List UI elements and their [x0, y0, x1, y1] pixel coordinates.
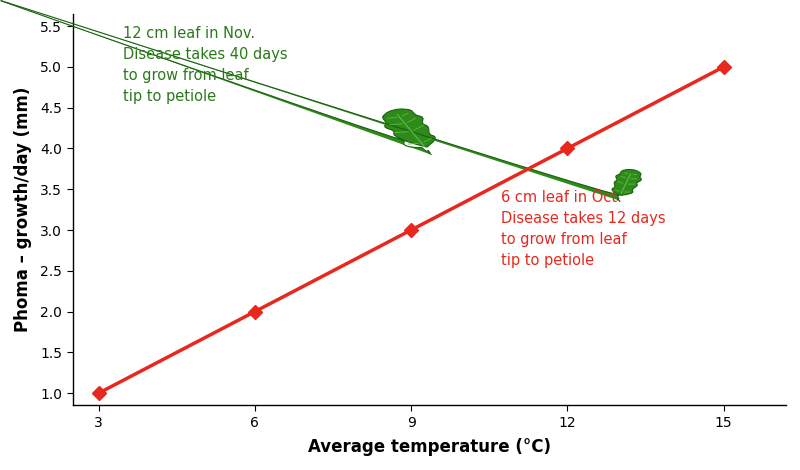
PathPatch shape	[382, 109, 435, 155]
Text: 6 cm leaf in Oct.
Disease takes 12 days
to grow from leaf
tip to petiole: 6 cm leaf in Oct. Disease takes 12 days …	[501, 190, 666, 268]
X-axis label: Average temperature (°C): Average temperature (°C)	[308, 438, 551, 456]
Y-axis label: Phoma – growth/day (mm): Phoma – growth/day (mm)	[14, 87, 32, 332]
PathPatch shape	[612, 170, 642, 200]
Text: 12 cm leaf in Nov.
Disease takes 40 days
to grow from leaf
tip to petiole: 12 cm leaf in Nov. Disease takes 40 days…	[122, 26, 287, 103]
